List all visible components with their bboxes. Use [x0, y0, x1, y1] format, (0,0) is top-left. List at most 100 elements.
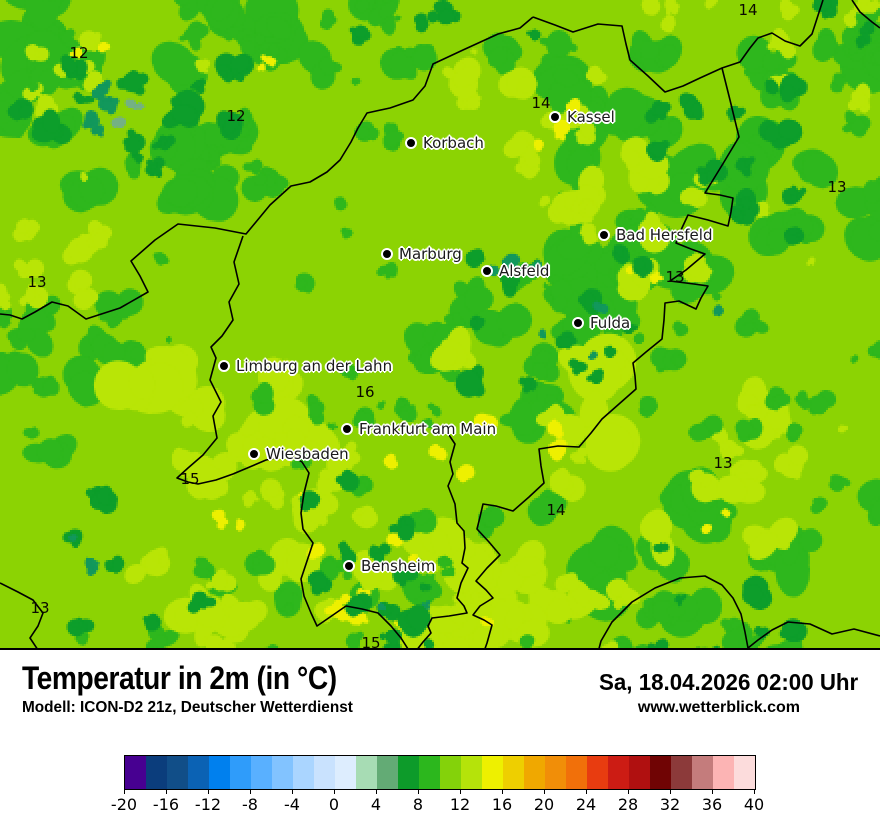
- colorbar-tick: [417, 789, 419, 794]
- colorbar-tick-label: 36: [701, 795, 723, 814]
- colorbar-tick: [375, 789, 377, 794]
- colorbar-segment: [230, 756, 251, 789]
- state-borders-overlay: [0, 0, 880, 648]
- city-marker: Wiesbaden: [248, 445, 349, 463]
- colorbar-tick: [543, 789, 545, 794]
- temperature-label: 14: [531, 94, 551, 112]
- temperature-label: 13: [713, 454, 733, 472]
- city-dot-icon: [341, 423, 353, 435]
- colorbar-tick-label: 40: [743, 795, 765, 814]
- city-label: Bad Hersfeld: [616, 226, 713, 244]
- model-info: Modell: ICON-D2 21z, Deutscher Wetterdie…: [22, 699, 353, 716]
- colorbar-segment: [650, 756, 671, 789]
- colorbar-tick: [501, 789, 503, 794]
- colorbar-segment: [629, 756, 650, 789]
- colorbar-segment: [482, 756, 503, 789]
- city-marker: Frankfurt am Main: [341, 420, 496, 438]
- colorbar-segment: [377, 756, 398, 789]
- colorbar-segment: [356, 756, 377, 789]
- colorbar-tick-label: -12: [194, 795, 222, 814]
- colorbar-tick: [165, 789, 167, 794]
- footer-title-row: Temperatur in 2m (in °C) Sa, 18.04.2026 …: [0, 650, 880, 696]
- temperature-label: 14: [546, 501, 566, 519]
- colorbar-segment: [587, 756, 608, 789]
- colorbar-segment: [734, 756, 755, 789]
- temperature-label: 16: [355, 383, 375, 401]
- city-label: Bensheim: [361, 557, 436, 575]
- colorbar-segment: [146, 756, 167, 789]
- city-dot-icon: [343, 560, 355, 572]
- colorbar-tick: [249, 789, 251, 794]
- city-label: Frankfurt am Main: [359, 420, 497, 438]
- colorbar-tick-label: 20: [533, 795, 555, 814]
- city-dot-icon: [405, 137, 417, 149]
- colorbar-segment: [566, 756, 587, 789]
- colorbar-segment: [440, 756, 461, 789]
- colorbar-tick-label: 24: [575, 795, 597, 814]
- temperature-label: 13: [665, 268, 685, 286]
- colorbar-segment: [503, 756, 524, 789]
- colorbar-tick-label: -16: [152, 795, 180, 814]
- temperature-label: 13: [30, 599, 50, 617]
- colorbar-segment: [692, 756, 713, 789]
- colorbar-tick: [753, 789, 755, 794]
- temperature-label: 12: [226, 107, 246, 125]
- colorbar-segment: [272, 756, 293, 789]
- colorbar-tick-label: 32: [659, 795, 681, 814]
- city-marker: Limburg an der Lahn: [218, 357, 392, 375]
- colorbar-tick: [333, 789, 335, 794]
- map-title: Temperatur in 2m (in °C): [22, 660, 337, 696]
- colorbar-tick: [585, 789, 587, 794]
- temperature-label: 15: [180, 470, 200, 488]
- city-label: Fulda: [590, 314, 631, 332]
- city-label: Limburg an der Lahn: [236, 357, 393, 375]
- state-border-line: [0, 16, 534, 320]
- city-marker: Fulda: [572, 314, 630, 332]
- colorbar-tick: [207, 789, 209, 794]
- temperature-label: 14: [738, 1, 758, 19]
- colorbar-segment: [671, 756, 692, 789]
- colorbar-tick: [711, 789, 713, 794]
- colorbar-tick: [459, 789, 461, 794]
- colorbar-tick-label: -8: [242, 795, 258, 814]
- state-border-line: [851, 0, 880, 29]
- datetime-label: Sa, 18.04.2026 02:00 Uhr: [598, 669, 858, 695]
- state-border-line: [176, 235, 409, 648]
- colorbar-tick-label: 8: [412, 795, 424, 814]
- colorbar-tick: [291, 789, 293, 794]
- colorbar-segment: [293, 756, 314, 789]
- city-dot-icon: [572, 317, 584, 329]
- city-dot-icon: [218, 360, 230, 372]
- city-marker: Alsfeld: [481, 262, 549, 280]
- footer-subtitle-row: Modell: ICON-D2 21z, Deutscher Wetterdie…: [0, 696, 880, 717]
- colorbar-segment: [209, 756, 230, 789]
- city-label: Wiesbaden: [266, 445, 349, 463]
- temperature-colorbar: [124, 755, 756, 790]
- city-dot-icon: [248, 448, 260, 460]
- colorbar-segment: [713, 756, 734, 789]
- city-dot-icon: [549, 111, 561, 123]
- temperature-map: Kassel Korbach Bad Hersfeld Marburg Alsfeld F…: [0, 0, 880, 650]
- temperature-label: 13: [827, 178, 847, 196]
- colorbar-segment: [335, 756, 356, 789]
- website-label: www.wetterblick.com: [637, 699, 800, 716]
- state-border-line: [598, 575, 880, 648]
- city-marker: Kassel: [549, 108, 615, 126]
- city-dot-icon: [598, 229, 610, 241]
- state-border-line: [532, 0, 824, 93]
- city-label: Kassel: [567, 108, 615, 126]
- state-border-line: [0, 582, 44, 648]
- colorbar-segment: [608, 756, 629, 789]
- temperature-label: 13: [27, 273, 47, 291]
- colorbar-segment: [125, 756, 146, 789]
- colorbar-segment: [167, 756, 188, 789]
- footer: Temperatur in 2m (in °C) Sa, 18.04.2026 …: [0, 650, 880, 830]
- colorbar-segment: [461, 756, 482, 789]
- colorbar-segment: [314, 756, 335, 789]
- colorbar-tick-label: 12: [449, 795, 471, 814]
- city-marker: Korbach: [405, 134, 484, 152]
- temperature-label: 12: [69, 44, 89, 62]
- colorbar-segment: [251, 756, 272, 789]
- colorbar-segment: [545, 756, 566, 789]
